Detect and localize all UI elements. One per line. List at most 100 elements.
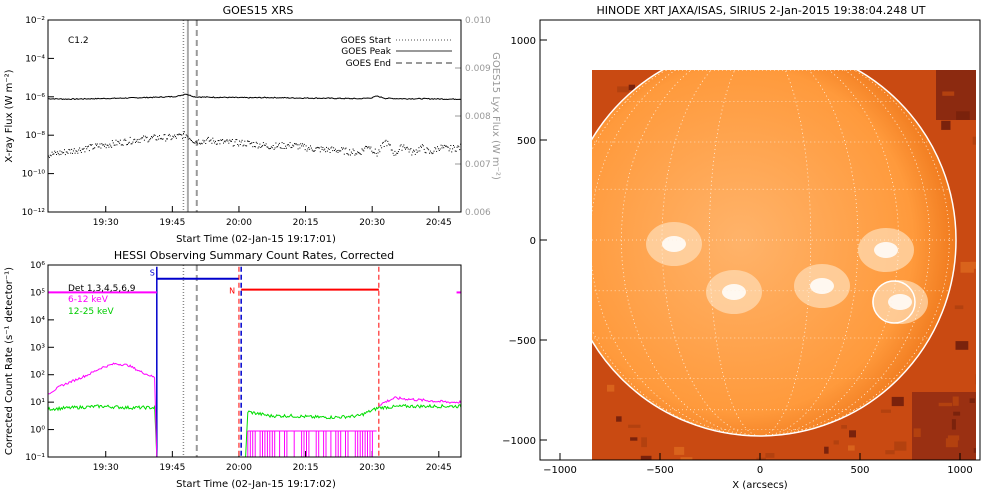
goes-short-point: [395, 154, 397, 156]
goes-short-point: [235, 139, 237, 141]
goes-short-point: [183, 132, 184, 134]
goes-short-point: [362, 149, 364, 151]
xrt-corona-patch: [680, 457, 693, 460]
goes-short-point: [295, 143, 297, 145]
goes-short-point: [101, 143, 103, 145]
goes-short-point: [79, 147, 81, 149]
goes-short-point: [117, 140, 119, 142]
goes-short-point: [200, 142, 202, 144]
xrt-corona-patch: [913, 428, 921, 437]
goes-short-point: [119, 139, 121, 141]
goes-short-point: [148, 140, 150, 142]
goes-xtick-label: 19:30: [93, 218, 119, 228]
goes-y2tick-label: 0.007: [465, 160, 491, 170]
goes-short-point: [115, 139, 117, 141]
goes-short-point: [351, 153, 353, 154]
goes-short-point: [402, 146, 404, 148]
goes-short-point: [56, 154, 57, 155]
goes-short-point: [204, 140, 206, 142]
goes-short-point: [267, 146, 269, 148]
goes-short-point: [192, 142, 194, 143]
goes-short-point: [344, 148, 346, 150]
goes-short-point: [124, 138, 126, 140]
xrt-active-region-core: [810, 278, 834, 294]
goes-y2tick-label: 0.009: [465, 64, 491, 74]
goes-short-point: [439, 148, 441, 150]
goes-short-point: [76, 150, 78, 152]
goes-short-point: [275, 142, 277, 144]
goes-short-point: [253, 142, 255, 143]
goes-short-point: [363, 150, 365, 152]
legend-goes-start: GOES Start: [341, 36, 392, 46]
goes-short-point: [366, 147, 368, 149]
goes-short-point: [83, 147, 85, 149]
goes-short-point: [54, 150, 56, 152]
goes-xtick-label: 19:45: [159, 218, 185, 228]
xrt-corona-patch: [947, 435, 960, 441]
hessi-ytick-label: 10⁰: [30, 426, 45, 436]
goes-short-point: [305, 145, 307, 147]
goes-y2label: GOES15 Lyx Flux (W m⁻²): [490, 52, 501, 180]
goes-short-point: [221, 140, 223, 141]
hessi-xtick-label: 19:30: [93, 463, 119, 473]
goes-y2tick-label: 0.006: [465, 208, 491, 218]
goes-short-point: [374, 148, 376, 150]
goes-short-point: [374, 152, 375, 154]
goes-short-point: [286, 147, 287, 149]
goes-short-point: [315, 147, 317, 149]
xrt-corona-patch: [954, 305, 964, 310]
goes-short-point: [327, 147, 329, 149]
xrt-xtick-label: 0: [757, 465, 763, 476]
goes-short-point: [85, 146, 87, 147]
goes-short-point: [98, 146, 100, 148]
goes-short-point: [371, 150, 373, 152]
goes-short-point: [324, 148, 326, 150]
goes-ytick-label: 10⁻⁴: [25, 54, 45, 64]
goes-short-point: [326, 146, 327, 148]
goes-short-point: [224, 141, 226, 143]
goes-short-point: [340, 150, 342, 152]
goes-short-point: [121, 144, 123, 146]
goes-short-point: [283, 143, 285, 144]
goes-short-point: [452, 148, 454, 150]
goes-short-point: [449, 148, 451, 150]
goes-short-point: [448, 150, 450, 152]
goes-short-point: [286, 144, 288, 146]
goes-short-point: [114, 144, 116, 146]
goes-short-point: [364, 147, 366, 149]
xrt-corona-patch: [975, 374, 976, 385]
goes-short-point: [323, 149, 325, 151]
goes-short-point: [312, 150, 314, 152]
goes-short-point: [388, 143, 390, 145]
goes-short-point: [167, 138, 168, 140]
goes-short-point: [100, 147, 102, 149]
hessi-ytick-label: 10⁻¹: [25, 453, 45, 463]
legend-goes-peak: GOES Peak: [341, 47, 391, 57]
hessi-ylabel: Corrected Count Rate (s⁻¹ detector⁻¹): [4, 267, 15, 455]
goes-short-point: [347, 153, 349, 155]
goes-short-point: [112, 142, 114, 144]
goes-short-point: [210, 139, 212, 141]
goes-short-point: [310, 147, 312, 149]
goes-short-point: [358, 152, 360, 154]
goes-short-point: [456, 146, 458, 148]
goes-xtick-label: 20:15: [293, 218, 319, 228]
goes-flare-class: C1.2: [68, 36, 89, 46]
goes-short-point: [99, 143, 101, 145]
goes-short-point: [211, 142, 213, 144]
xrt-corona-patch: [756, 457, 766, 460]
goes-short-point: [180, 134, 182, 136]
xrt-panel: HINODE XRT JAXA/ISAS, SIRIUS 2-Jan-2015 …: [502, 4, 981, 491]
goes-short-point: [280, 147, 282, 149]
goes-short-point: [82, 148, 84, 150]
xrt-xtick-label: −500: [646, 465, 673, 476]
goes-short-point: [330, 147, 332, 149]
goes-short-point: [147, 141, 149, 143]
goes-short-point: [331, 146, 333, 148]
goes-short-point: [318, 147, 320, 149]
goes-short-point: [281, 142, 283, 144]
goes-short-point: [48, 156, 50, 158]
hessi-xlabel: Start Time (02-Jan-15 19:17:02): [176, 479, 336, 490]
goes-short-point: [269, 148, 271, 150]
goes-short-point: [338, 149, 340, 151]
